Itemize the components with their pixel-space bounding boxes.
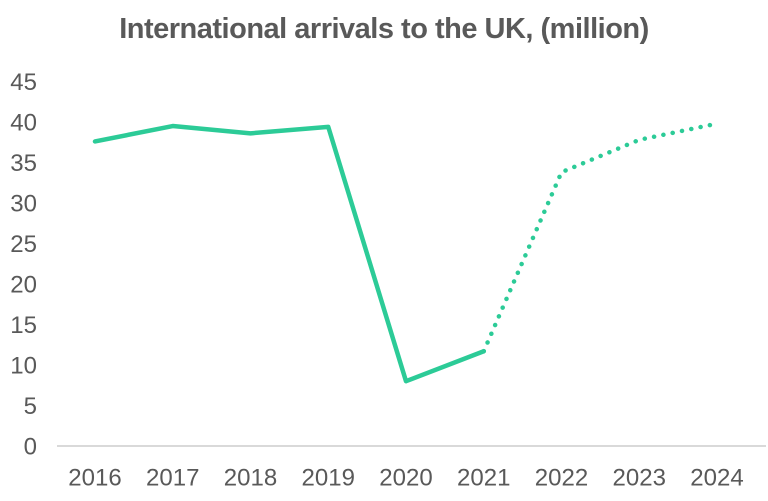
y-axis-tick-label: 35 [10, 150, 37, 177]
y-axis-tick-label: 30 [10, 190, 37, 217]
y-axis-tick-label: 25 [10, 231, 37, 258]
x-axis-tick-label: 2016 [68, 464, 121, 491]
x-axis-tick-label: 2024 [690, 464, 743, 491]
y-axis-tick-label: 20 [10, 271, 37, 298]
y-axis-tick-label: 15 [10, 312, 37, 339]
y-axis-tick-label: 40 [10, 109, 37, 136]
x-axis-tick-label: 2018 [224, 464, 277, 491]
x-axis-tick-label: 2022 [535, 464, 588, 491]
x-axis-tick-label: 2021 [457, 464, 510, 491]
dotted-series-line [481, 121, 720, 354]
y-axis-tick-label: 5 [24, 393, 37, 420]
x-axis-tick-label: 2023 [613, 464, 666, 491]
solid-series-line [92, 123, 486, 384]
x-axis-tick-label: 2020 [379, 464, 432, 491]
x-axis-tick-label: 2017 [146, 464, 199, 491]
x-axis-tick-label: 2019 [302, 464, 355, 491]
y-axis-tick-label: 10 [10, 352, 37, 379]
y-axis-tick-label: 45 [10, 69, 37, 96]
chart-title: International arrivals to the UK, (milli… [119, 13, 649, 45]
y-axis-tick-label: 0 [24, 433, 37, 460]
